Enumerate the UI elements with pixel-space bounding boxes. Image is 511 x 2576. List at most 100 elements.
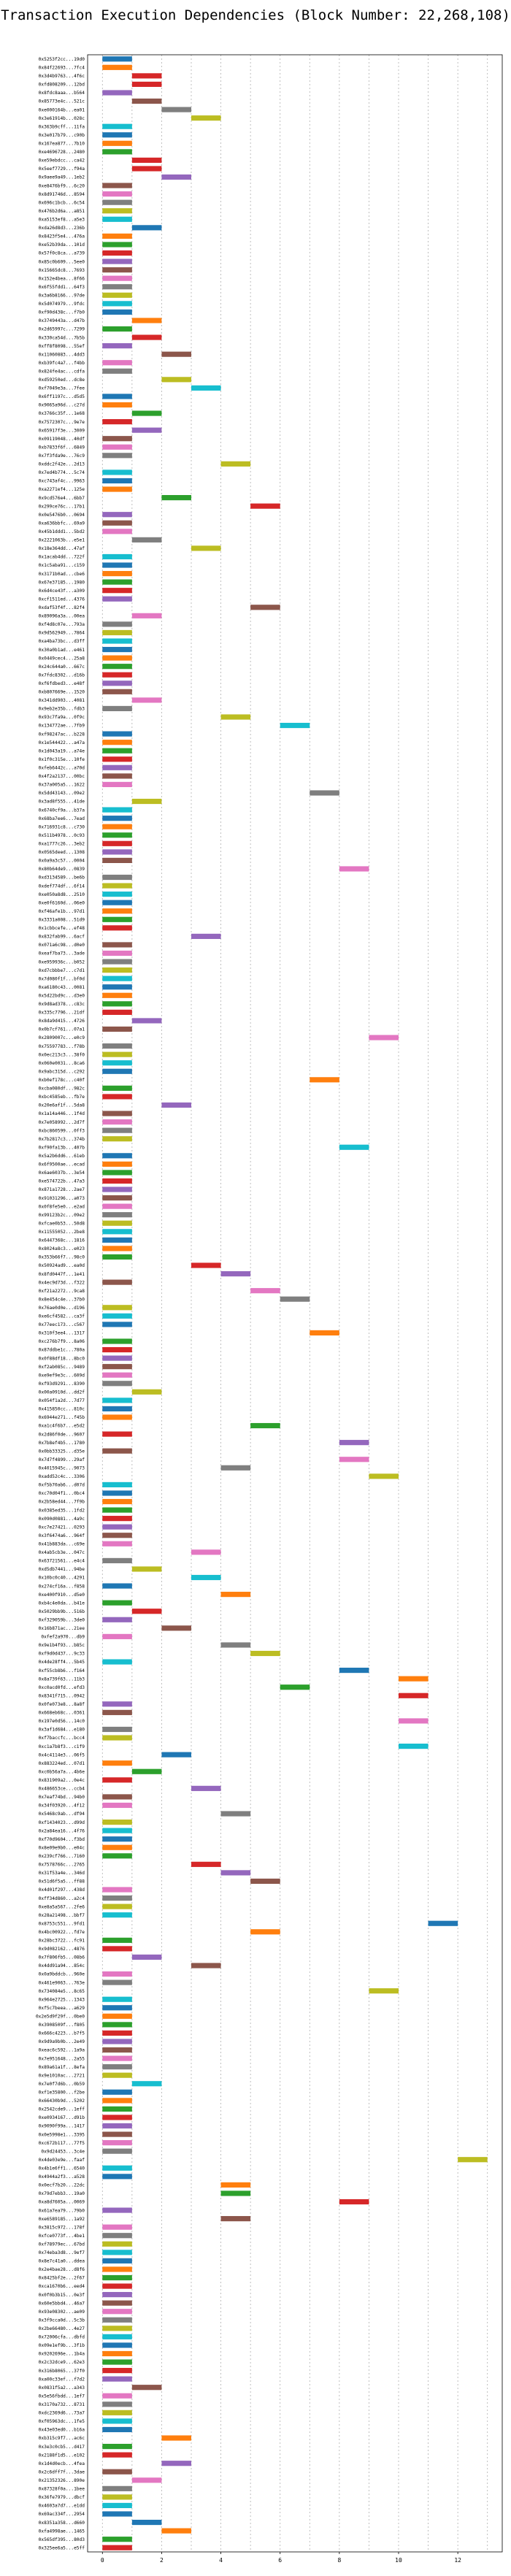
bar (102, 1203, 132, 1209)
bar (220, 1870, 251, 1876)
bar (102, 233, 132, 239)
y-tick-label: 0x24c644a0...667c (39, 664, 85, 670)
bar (102, 2469, 132, 2475)
y-tick-label: 0x3815c972...178f (39, 2225, 85, 2230)
bar (131, 2477, 162, 2483)
bar (339, 866, 369, 872)
bar (102, 1322, 132, 1327)
bar (339, 1668, 369, 1674)
bar (131, 427, 162, 433)
y-tick-label: 0x8341f715...0942 (39, 1693, 85, 1698)
bar (102, 1726, 132, 1733)
y-tick-label: 0x99123b2c...09e2 (39, 1213, 85, 1218)
y-tick-label: 0x9d562949...7864 (39, 631, 85, 636)
bar (102, 2064, 132, 2070)
y-tick-label: 0x5dd43143...09e2 (39, 791, 85, 796)
y-tick-label: 0xd7cbbbe7...c7d1 (39, 968, 85, 973)
chart-title: Transaction Execution Dependencies (Bloc… (1, 7, 510, 23)
y-tick-label: 0x832fab99...6acf (39, 935, 85, 940)
y-tick-label: 0x335c7796...21df (39, 1011, 85, 1016)
bar (102, 242, 132, 248)
bar-layer (102, 56, 488, 2550)
y-tick-label: 0x65917f3e...3009 (39, 428, 85, 433)
bar (102, 562, 132, 568)
bar (102, 1971, 132, 1977)
y-tick-label: 0x7b2817c3...374b (39, 1137, 85, 1142)
y-tick-label: 0xc276b7f9...8a06 (39, 1339, 85, 1344)
y-tick-label: 0xf329059b...3de0 (39, 1617, 85, 1622)
bar (102, 1431, 132, 1437)
y-tick-label: 0xe4696728...2480 (39, 150, 85, 155)
y-tick-label: 0xb4c4e0da...b41e (39, 1601, 85, 1606)
y-tick-label: 0x330ca54d...7b5b (39, 335, 85, 340)
bar (102, 916, 132, 922)
bar (191, 1549, 221, 1555)
y-tick-label: 0x3af1d684...e180 (39, 1728, 85, 1733)
y-tick-label: 0x0e5998e1...3395 (39, 2132, 85, 2137)
bar (131, 537, 162, 543)
bar (102, 1709, 132, 1715)
y-tick-label: 0x4d01f297...438d (39, 1887, 85, 1893)
bar (102, 1481, 132, 1487)
bar (102, 402, 132, 408)
bar (102, 1659, 132, 1665)
y-tick-label: 0x7d7f4899...29af (39, 1457, 85, 1463)
bar (102, 478, 132, 484)
y-tick-label: 0xf7baccfc...bcc4 (39, 1736, 85, 1741)
bar (102, 689, 132, 694)
y-tick-label: 0xf46afe1b...97d1 (39, 909, 85, 914)
bar (102, 1094, 132, 1100)
bar (102, 1195, 132, 1201)
y-tick-label: 0xe400f910...d5e0 (39, 1592, 85, 1598)
y-tick-label: 0xcf1511ed...4376 (39, 597, 85, 602)
bar (102, 140, 132, 146)
y-tick-label: 0x090d0881...4a9c (39, 1517, 85, 1522)
y-tick-label: 0xda26d8d3...236b (39, 226, 85, 231)
y-tick-label: 0x8da9d415...4726 (39, 1019, 85, 1024)
y-tick-label: 0x3e61914b...028c (39, 116, 85, 121)
y-tick-label: 0x0ecf7b20...22dc (39, 2183, 85, 2188)
y-tick-label: 0xf4d8c07e...793a (39, 622, 85, 627)
y-tick-label: 0x84f22693...7fc4 (39, 66, 85, 71)
bar (102, 2131, 132, 2137)
y-tick-label: 0x071a6c98...d0e0 (39, 943, 85, 948)
bar (102, 2072, 132, 2078)
y-tick-label: 0x63721561...e4c4 (39, 1559, 85, 1564)
bar (131, 318, 162, 323)
y-tick-label: 0x060e0031...8ca6 (39, 1061, 85, 1066)
y-tick-label: 0x4ab5cb3e...047c (39, 1550, 85, 1555)
x-tick-label: 12 (454, 2557, 461, 2564)
y-tick-label: 0xb807669e...1520 (39, 690, 85, 695)
bar (102, 1220, 132, 1226)
y-tick-label: 0x2d65997c...7299 (39, 327, 85, 332)
bar (102, 292, 132, 298)
y-tick-label: 0xf70d9604...f3bd (39, 1837, 85, 1842)
y-tick-label: 0xdc2369d6...73a7 (39, 2411, 85, 2416)
bar (102, 2241, 132, 2247)
y-tick-label: 0x79d7ebb3...19a0 (39, 2191, 85, 2196)
y-tick-label: 0x2e5d9f29f...0be0 (36, 2015, 85, 2020)
bar (102, 984, 132, 990)
y-tick-label: 0xe050a8d8...2510 (39, 892, 85, 897)
bar (102, 1051, 132, 1057)
bar (191, 1963, 221, 1969)
y-tick-label: 0x89096a3a...00ea (39, 614, 85, 619)
y-tick-label: 0xe0934167...d91b (39, 2115, 85, 2120)
bar (220, 1465, 251, 1471)
y-tick-label: 0x7b8ef4b5...1780 (39, 1441, 85, 1446)
bar (399, 1718, 429, 1724)
bar (102, 301, 132, 307)
x-tick-label: 4 (219, 2557, 223, 2564)
bar (102, 1398, 132, 1403)
y-tick-label: 0x1f0c315e...10fe (39, 757, 85, 762)
bar (131, 613, 162, 618)
y-tick-label: 0x85c0b609...5ee0 (39, 259, 85, 264)
bar (161, 1625, 191, 1631)
y-tick-label: 0x8d91746d...8594 (39, 192, 85, 197)
y-tick-label: 0x9aee9a49...1eb2 (39, 175, 85, 180)
bar (102, 1996, 132, 2002)
y-tick-label: 0xf9d0d437...9c33 (39, 1652, 85, 1657)
bar (102, 1153, 132, 1159)
y-tick-label: 0xe959936c...b052 (39, 959, 85, 965)
y-tick-label: 0x476b2d6a...a851 (39, 209, 85, 214)
